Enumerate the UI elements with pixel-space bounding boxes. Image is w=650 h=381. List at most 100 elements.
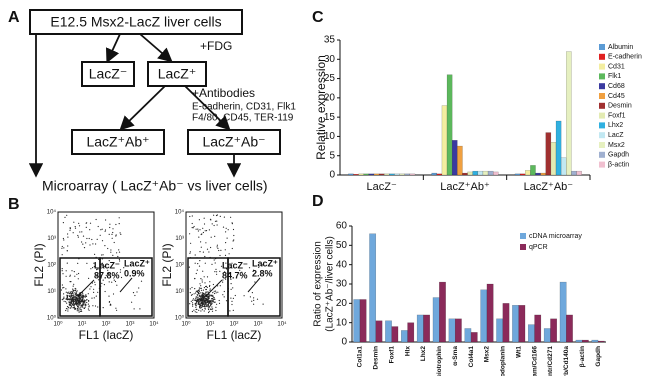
result-label: Microarray ( LacZ⁺Ab⁻ vs liver cells) bbox=[42, 178, 268, 194]
event-dot bbox=[189, 252, 191, 254]
event-dot bbox=[61, 254, 63, 256]
event-dot bbox=[218, 299, 220, 302]
event-dot bbox=[203, 223, 206, 225]
bar bbox=[431, 172, 437, 176]
legend-swatch bbox=[599, 122, 605, 129]
event-dot bbox=[90, 286, 92, 288]
event-dot bbox=[109, 223, 111, 225]
event-dot bbox=[197, 228, 199, 230]
event-dot bbox=[208, 310, 210, 312]
event-dot bbox=[71, 296, 73, 298]
arrow bbox=[119, 85, 166, 131]
event-dot bbox=[76, 290, 78, 292]
event-dot bbox=[93, 262, 95, 264]
event-dot bbox=[205, 285, 208, 287]
event-dot bbox=[213, 214, 215, 216]
event-dot bbox=[189, 233, 191, 235]
bar bbox=[423, 314, 430, 343]
event-dot bbox=[68, 300, 70, 302]
bar bbox=[394, 173, 400, 176]
bar bbox=[401, 330, 408, 343]
gate-value: 87.8% bbox=[94, 270, 120, 280]
x-tick-label: 10² bbox=[230, 322, 239, 328]
event-dot bbox=[213, 224, 215, 227]
event-dot bbox=[209, 302, 211, 304]
event-dot bbox=[77, 306, 79, 308]
event-dot bbox=[212, 299, 214, 301]
event-dot bbox=[76, 294, 78, 296]
event-dot bbox=[109, 304, 111, 306]
event-dot bbox=[85, 300, 87, 302]
event-dot bbox=[70, 298, 72, 300]
event-dot bbox=[207, 295, 209, 297]
legend-label: cDNA microarray bbox=[529, 233, 582, 240]
event-dot bbox=[214, 262, 216, 264]
event-dot bbox=[229, 310, 231, 312]
bar bbox=[369, 233, 377, 343]
legend-label: Cd31 bbox=[608, 63, 625, 70]
event-dot bbox=[65, 298, 67, 300]
event-dot bbox=[230, 297, 232, 299]
bar bbox=[597, 340, 605, 343]
event-dot bbox=[200, 302, 202, 304]
event-dot bbox=[207, 297, 209, 299]
event-dot bbox=[66, 302, 68, 304]
event-dot bbox=[79, 310, 81, 312]
event-dot bbox=[253, 299, 255, 301]
event-dot bbox=[61, 270, 63, 272]
event-dot bbox=[209, 305, 212, 307]
arrow bbox=[105, 33, 121, 64]
event-dot bbox=[204, 293, 207, 295]
flow-cytometry: LacZ⁻87.8%LacZ⁺0.9%10⁰10⁰10¹10¹10²10²10³… bbox=[32, 209, 287, 343]
x-tick-label: LacZ⁻ bbox=[367, 181, 397, 193]
event-dot bbox=[198, 236, 200, 238]
event-dot bbox=[69, 281, 71, 283]
event-dot bbox=[203, 287, 205, 289]
event-dot bbox=[219, 270, 221, 272]
event-dot bbox=[204, 295, 206, 297]
event-dot bbox=[107, 247, 109, 250]
x-tick-label: Hlx bbox=[404, 346, 411, 357]
gate-value: 0.9% bbox=[124, 268, 145, 278]
event-dot bbox=[210, 304, 212, 306]
event-dot bbox=[210, 236, 212, 238]
x-tick-label: Wt1 bbox=[515, 346, 522, 358]
event-dot bbox=[205, 230, 208, 232]
event-dot bbox=[77, 296, 79, 298]
event-dot bbox=[82, 243, 84, 245]
event-dot bbox=[191, 227, 193, 229]
bar bbox=[534, 314, 542, 343]
event-dot bbox=[86, 237, 88, 240]
y-tick-label: 5 bbox=[329, 150, 335, 161]
event-dot bbox=[89, 229, 91, 231]
event-dot bbox=[192, 305, 194, 307]
x-tick-label: 10⁰ bbox=[53, 321, 63, 328]
event-dot bbox=[73, 307, 75, 309]
event-dot bbox=[66, 292, 69, 294]
bar bbox=[512, 305, 519, 343]
event-dot bbox=[213, 259, 215, 261]
event-dot bbox=[209, 289, 211, 291]
event-dot bbox=[82, 292, 84, 294]
legend-swatch bbox=[599, 83, 605, 90]
event-dot bbox=[201, 279, 203, 281]
event-dot bbox=[65, 301, 67, 303]
event-dot bbox=[220, 265, 223, 267]
event-dot bbox=[116, 252, 118, 254]
legend-swatch bbox=[599, 112, 605, 119]
event-dot bbox=[232, 228, 235, 231]
event-dot bbox=[213, 296, 215, 299]
event-dot bbox=[209, 284, 211, 287]
event-dot bbox=[80, 300, 82, 303]
bar bbox=[378, 173, 385, 176]
event-dot bbox=[70, 301, 72, 303]
event-dot bbox=[71, 307, 73, 309]
bar bbox=[353, 299, 361, 343]
event-dot bbox=[206, 248, 209, 250]
event-dot bbox=[197, 303, 199, 305]
event-dot bbox=[70, 302, 72, 304]
box bbox=[147, 61, 207, 87]
event-dot bbox=[73, 297, 75, 299]
event-dot bbox=[67, 233, 69, 235]
y-tick-label: 40 bbox=[336, 259, 348, 270]
